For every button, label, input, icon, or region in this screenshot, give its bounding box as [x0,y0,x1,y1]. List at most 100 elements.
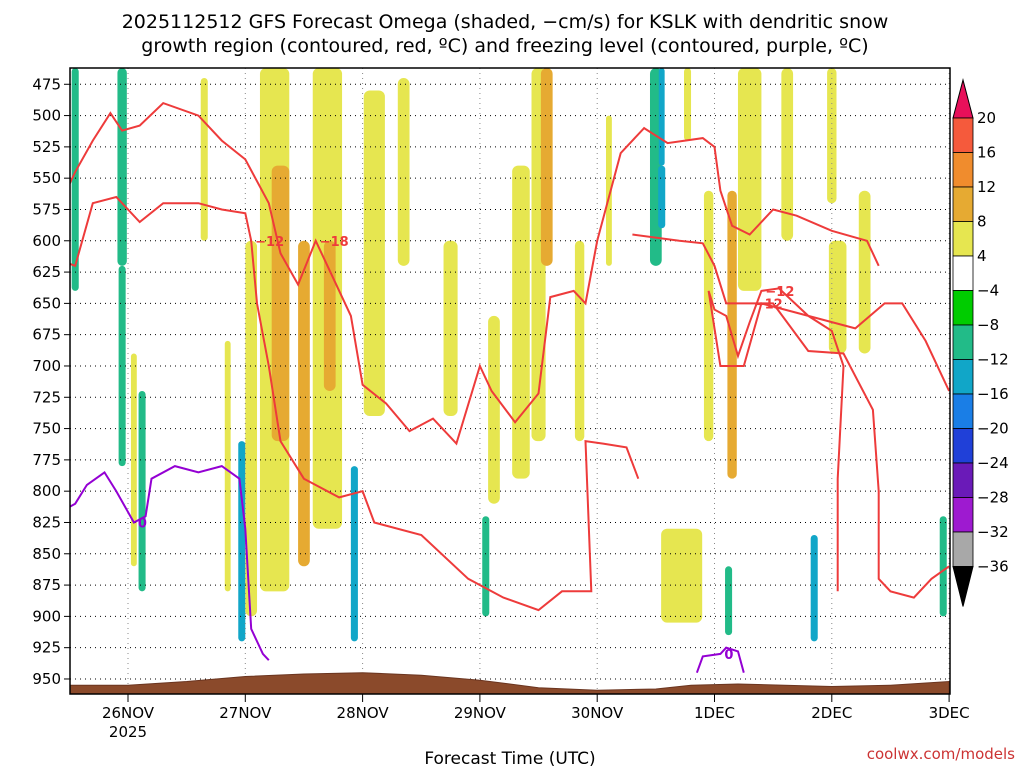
red-contour-line-1 [70,195,640,612]
y-tick-label-900: 900 [32,607,61,625]
omega-cell-1 [117,68,127,266]
colorbar-label-8: −16 [977,385,1009,403]
colorbar-segment-11 [952,462,974,498]
y-tick-label-775: 775 [32,451,61,469]
colorbar-segment-13 [952,531,974,567]
colorbar-label-0: 20 [977,109,996,127]
omega-cell-20 [512,165,530,479]
omega-cell-8 [245,240,258,617]
colorbar-segment-1 [952,117,974,153]
y-tick-label-825: 825 [32,513,61,531]
x-axis-ticks: 26NOV 27NOV 28NOV 29NOV 30NOV 1DEC 2DEC 3DEC [102,694,970,722]
colorbar-segment-5 [952,255,974,291]
omega-cell-33 [737,68,762,291]
omega-cell-30 [703,190,714,442]
omega-cell-5 [200,78,208,241]
omega-cell-0 [71,68,79,291]
colorbar-label-1: 16 [977,144,996,162]
omega-cell-4 [130,353,137,567]
colorbar-label-12: −32 [977,523,1009,541]
colorbar-segment-4 [952,221,974,257]
red-contour-line-2 [632,233,950,599]
red-contour-line-0 [70,101,880,446]
y-tick-label-800: 800 [32,482,61,500]
omega-cell-15 [363,90,385,417]
y-axis-ticks: 475 500 525 550 575 600 625 650 675 700 725 750 775 8… [32,75,70,688]
colorbar-label-7: −12 [977,351,1009,369]
y-tick-label-525: 525 [32,138,61,156]
y-tick-label-600: 600 [32,232,61,250]
omega-cell-29 [661,528,703,623]
omega-cell-18 [482,516,490,617]
colorbar-segment-7 [952,324,974,360]
colorbar-bottom-arrow [952,566,974,607]
omega-cell-39 [939,516,947,617]
colorbar-label-5: −4 [977,282,999,300]
y-tick-label-875: 875 [32,576,61,594]
omega-cell-34 [781,68,794,241]
y-tick-label-500: 500 [32,107,61,125]
purple-contour-line-0 [70,465,270,661]
omega-cell-35 [810,534,818,642]
purple-contour-label-1: 0 [724,648,733,663]
y-tick-label-675: 675 [32,326,61,344]
omega-cell-24 [605,115,612,266]
terrain-fill [70,672,950,694]
omega-cell-27 [658,165,666,229]
omega-shading-layer [71,68,947,642]
omega-cell-3 [138,391,146,592]
colorbar-segment-2 [952,152,974,188]
y-tick-label-725: 725 [32,388,61,406]
colorbar-segment-8 [952,359,974,395]
colorbar-segment-6 [952,290,974,326]
colorbar-segment-12 [952,497,974,533]
omega-cell-36 [827,68,837,204]
red-contour-label-3: −12 [765,285,794,300]
colorbar-segment-10 [952,428,974,464]
x-axis-label: Forecast Time (UTC) [424,749,595,768]
omega-cell-38 [858,190,871,354]
x-tick-label-5: 1DEC [694,704,735,722]
omega-cell-28 [684,68,692,141]
x-axis-year: 2025 [109,723,147,741]
colorbar-label-3: 8 [977,213,987,231]
x-tick-label-0: 26NOV [102,704,155,722]
purple-contour-line-1 [695,646,745,674]
omega-cell-7 [238,441,246,642]
y-tick-label-575: 575 [32,200,61,218]
omega-cell-22 [540,68,553,266]
omega-cell-26 [658,68,665,166]
omega-cell-16 [397,78,410,266]
y-tick-label-550: 550 [32,169,61,187]
omega-cell-23 [574,240,585,442]
red-contour-label-0: −18 [320,235,349,250]
x-tick-label-4: 30NOV [571,704,624,722]
colorbar-label-9: −20 [977,420,1009,438]
omega-cell-19 [488,315,500,504]
red-contour-line-3 [707,287,950,592]
omega-cell-17 [443,240,458,417]
omega-cell-2 [118,265,126,467]
x-tick-label-6: 2DEC [811,704,852,722]
colorbar-label-10: −24 [977,454,1009,472]
credit-text: coolwx.com/models [867,745,1015,763]
chart-title-line-1: 2025112512 GFS Forecast Omega (shaded, −… [122,11,889,33]
grid-layer [70,68,950,694]
omega-cell-6 [224,340,231,592]
colorbar-label-6: −8 [977,316,999,334]
colorbar-label-2: 12 [977,178,996,196]
omega-cell-37 [828,240,847,354]
colorbar-label-13: −36 [977,558,1009,576]
x-tick-label-1: 27NOV [219,704,272,722]
omega-cell-11 [298,240,310,567]
y-tick-label-625: 625 [32,263,61,281]
y-tick-label-750: 750 [32,420,61,438]
omega-cell-32 [725,566,733,636]
omega-cell-14 [350,466,358,642]
y-tick-label-700: 700 [32,357,61,375]
chart-title-line-2: growth region (contoured, red, ºC) and f… [141,35,868,57]
colorbar: 20 16 12 8 4 −4 −8 −12 −16 −20 −24 −28 −32 −36 [952,78,1009,607]
